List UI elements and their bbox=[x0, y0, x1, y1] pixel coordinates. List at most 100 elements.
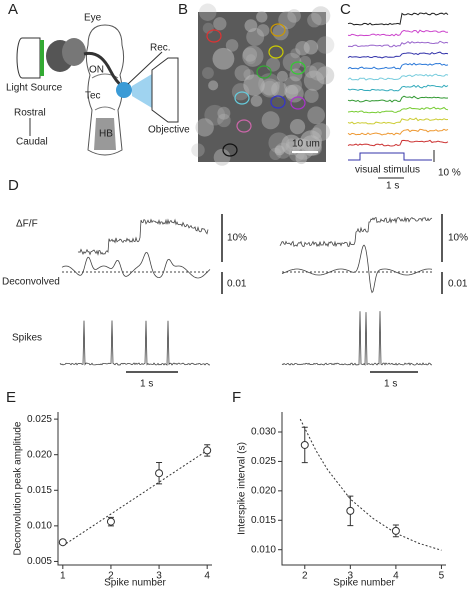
x-axis-label: Spike number bbox=[104, 578, 166, 589]
trace bbox=[347, 12, 449, 26]
x-tick-label: 2 bbox=[108, 571, 114, 582]
deconvolved-trace bbox=[61, 252, 211, 279]
y-tick-label: 0.025 bbox=[251, 456, 276, 467]
trace bbox=[347, 40, 449, 48]
axis bbox=[281, 412, 446, 566]
label: ON bbox=[89, 65, 104, 76]
trace bbox=[347, 95, 449, 103]
panel-b-image bbox=[191, 3, 335, 166]
cell bbox=[245, 54, 256, 65]
x-tick-label: 4 bbox=[393, 571, 399, 582]
roi bbox=[290, 96, 306, 110]
y-tick-label: 0.020 bbox=[251, 485, 276, 496]
roi bbox=[270, 23, 286, 37]
cell bbox=[295, 152, 308, 165]
trace bbox=[347, 117, 449, 125]
label: HB bbox=[99, 129, 113, 140]
trace bbox=[347, 139, 449, 147]
point bbox=[203, 446, 212, 455]
y-tick-label: 0.015 bbox=[251, 515, 276, 526]
cell bbox=[304, 88, 319, 103]
y-axis-label: Interspike interval (s) bbox=[237, 442, 248, 535]
cell bbox=[234, 65, 251, 82]
dff-trace bbox=[279, 216, 433, 248]
cell bbox=[278, 10, 297, 30]
fit-line bbox=[299, 418, 442, 551]
point bbox=[106, 517, 115, 526]
cell bbox=[299, 55, 312, 68]
cell bbox=[195, 118, 214, 137]
cell bbox=[250, 95, 263, 107]
y-tick-label: 0.020 bbox=[27, 449, 52, 460]
label: visual stimulus bbox=[355, 165, 420, 176]
x-axis-label: Spike number bbox=[333, 578, 395, 589]
scale-label: 0.01 bbox=[227, 279, 247, 290]
dff-trace bbox=[77, 218, 209, 256]
point bbox=[300, 440, 309, 449]
cell bbox=[269, 147, 282, 161]
cell bbox=[225, 39, 239, 52]
y-tick-label: 0.015 bbox=[27, 485, 52, 496]
cell bbox=[256, 11, 268, 23]
label: ΔF/F bbox=[16, 219, 38, 230]
trace bbox=[347, 84, 449, 92]
panel-a-diagram bbox=[16, 24, 179, 156]
label: 1 s bbox=[386, 181, 399, 192]
trace bbox=[347, 128, 449, 136]
trace bbox=[347, 62, 449, 70]
cell bbox=[307, 13, 322, 28]
roi bbox=[270, 95, 286, 109]
panel-label: D bbox=[8, 177, 19, 194]
cell bbox=[289, 118, 306, 135]
deconvolved-trace bbox=[281, 244, 433, 294]
cell bbox=[285, 84, 304, 103]
scale-label: 10% bbox=[227, 233, 247, 244]
x-tick-label: 3 bbox=[348, 571, 354, 582]
trace bbox=[347, 29, 449, 37]
panel-label: C bbox=[340, 1, 351, 18]
cell bbox=[281, 134, 302, 155]
roi bbox=[236, 119, 252, 133]
cell bbox=[283, 76, 302, 95]
y-tick-label: 0.025 bbox=[27, 414, 52, 425]
cell bbox=[243, 74, 265, 96]
axis bbox=[57, 412, 212, 566]
cell bbox=[217, 106, 231, 120]
x-tick-label: 5 bbox=[439, 571, 445, 582]
y-tick-label: 0.010 bbox=[27, 521, 52, 532]
panel-label: A bbox=[8, 1, 18, 18]
y-tick-label: 0.005 bbox=[27, 556, 52, 567]
spike-trace bbox=[59, 320, 211, 366]
cell bbox=[213, 148, 231, 166]
cell bbox=[312, 123, 331, 142]
panel-d-traces bbox=[59, 214, 443, 373]
cell bbox=[284, 84, 299, 99]
fit-line bbox=[62, 450, 208, 547]
label: Light Source bbox=[6, 83, 63, 94]
x-tick-label: 1 bbox=[60, 571, 66, 582]
x-tick-label: 2 bbox=[302, 571, 308, 582]
cell bbox=[287, 9, 301, 23]
x-tick-label: 3 bbox=[156, 571, 162, 582]
label: Rostral bbox=[14, 108, 46, 119]
roi bbox=[234, 91, 250, 105]
cell bbox=[311, 6, 331, 26]
cell bbox=[217, 113, 231, 128]
label: Caudal bbox=[16, 137, 48, 148]
cell bbox=[256, 24, 270, 37]
point bbox=[391, 526, 400, 535]
roi bbox=[290, 61, 306, 75]
cell bbox=[191, 143, 205, 157]
cell bbox=[242, 45, 264, 67]
point bbox=[155, 469, 164, 478]
trace bbox=[347, 73, 449, 81]
trace bbox=[347, 51, 449, 59]
cell bbox=[244, 19, 258, 33]
cell bbox=[199, 3, 217, 21]
cell bbox=[266, 57, 281, 72]
cell bbox=[260, 78, 280, 98]
point bbox=[58, 538, 67, 547]
x-tick-label: 4 bbox=[204, 571, 210, 582]
scale-label: 10 um bbox=[292, 139, 320, 150]
label: Deconvolved bbox=[2, 277, 60, 288]
